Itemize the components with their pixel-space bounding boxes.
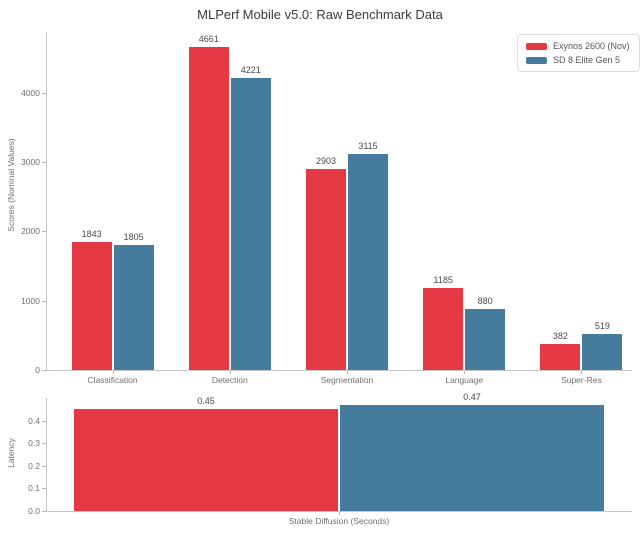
latency-x-tick-mark <box>339 511 340 515</box>
value-label-classification-sd-8-elite-gen-5: 1805 <box>123 231 144 242</box>
latency-y-axis-spine <box>46 398 47 511</box>
scores-x-tick-mark <box>581 370 583 374</box>
value-label-super-res-exynos-2600-nov: 382 <box>552 330 568 341</box>
figure-title: MLPerf Mobile v5.0: Raw Benchmark Data <box>197 7 443 22</box>
latency-y-tick-mark <box>42 443 46 445</box>
bar-classification-sd-8-elite-gen-5 <box>113 244 154 370</box>
latency-y-tick-label: 0.0 <box>28 506 40 516</box>
scores-x-tick-mark <box>347 370 348 374</box>
bar-segmentation-sd-8-elite-gen-5 <box>348 154 388 370</box>
value-label-segmentation-exynos-2600-nov: 2903 <box>315 155 337 166</box>
scores-x-tick-label-super-res: Super-Res <box>561 375 602 385</box>
scores-y-tick-mark <box>42 92 46 94</box>
value-label-classification-exynos-2600-nov: 1843 <box>81 229 102 240</box>
scores-x-tick-mark <box>112 370 114 374</box>
scores-y-tick-mark <box>42 300 46 302</box>
latency-y-tick-mark <box>42 488 46 490</box>
latency-y-tick-mark <box>42 420 46 422</box>
bar-super-res-exynos-2600-nov <box>540 343 581 370</box>
latency-y-tick-label: 0.1 <box>28 483 40 494</box>
value-label-language-exynos-2600-nov: 1185 <box>433 274 453 285</box>
scores-y-tick-label: 1000 <box>21 295 40 306</box>
value-label-detection-sd-8-elite-gen-5: 4221 <box>240 64 261 75</box>
scores-x-tick-mark <box>229 370 231 374</box>
bar-detection-sd-8-elite-gen-5 <box>230 77 271 370</box>
scores-y-tick-label: 0 <box>35 365 40 375</box>
legend-entry-exynos: Exynos 2600 (Nov) <box>526 41 630 51</box>
scores-y-tick-mark <box>42 231 46 233</box>
bar-stable-diffusion-seconds-exynos-2600-nov <box>74 409 338 511</box>
latency-x-tick-label-stable-diffusion-seconds: Stable Diffusion (Seconds) <box>288 516 390 526</box>
scores-x-axis-spine <box>46 370 632 371</box>
value-label-language-sd-8-elite-gen-5: 880 <box>477 296 493 307</box>
legend-label-sd8: SD 8 Elite Gen 5 <box>553 55 621 65</box>
value-label-stable-diffusion-seconds-exynos-2600-nov: 0.45 <box>197 396 215 407</box>
bar-super-res-sd-8-elite-gen-5 <box>582 334 623 370</box>
latency-y-tick-mark <box>42 511 46 512</box>
scores-x-tick-label-classification: Classification <box>87 375 138 385</box>
scores-y-tick-label: 4000 <box>21 87 40 98</box>
latency-y-tick-label: 0.4 <box>28 415 40 426</box>
value-label-detection-exynos-2600-nov: 4661 <box>198 34 219 45</box>
legend-entry-sd8: SD 8 Elite Gen 5 <box>526 55 630 65</box>
scores-x-tick-label-detection: Detection <box>211 375 248 385</box>
bar-segmentation-exynos-2600-nov <box>306 168 346 370</box>
scores-x-tick-label-language: Language <box>445 375 484 385</box>
legend-swatch-blue <box>526 56 547 64</box>
bar-language-sd-8-elite-gen-5 <box>465 309 506 370</box>
legend-swatch-red <box>526 42 547 50</box>
legend-label-exynos: Exynos 2600 (Nov) <box>553 41 630 51</box>
scores-y-tick-mark <box>42 162 46 164</box>
latency-y-tick-mark <box>42 465 46 467</box>
latency-y-tick-label: 0.2 <box>28 460 40 471</box>
scores-x-tick-mark <box>464 370 466 374</box>
bar-stable-diffusion-seconds-sd-8-elite-gen-5 <box>340 404 604 511</box>
value-label-stable-diffusion-seconds-sd-8-elite-gen-5: 0.47 <box>463 391 481 402</box>
legend: Exynos 2600 (Nov) SD 8 Elite Gen 5 <box>517 34 640 72</box>
bar-language-exynos-2600-nov <box>423 287 464 370</box>
value-label-segmentation-sd-8-elite-gen-5: 3115 <box>358 141 378 152</box>
scores-y-axis-spine <box>46 32 47 370</box>
scores-y-tick-label: 3000 <box>21 157 40 168</box>
bar-classification-exynos-2600-nov <box>71 242 112 370</box>
scores-x-tick-label-segmentation: Segmentation <box>320 375 374 385</box>
value-label-super-res-sd-8-elite-gen-5: 519 <box>594 321 610 332</box>
bar-detection-exynos-2600-nov <box>188 47 229 370</box>
latency-y-tick-label: 0.3 <box>28 438 40 449</box>
scores-y-tick-label: 2000 <box>21 226 40 237</box>
scores-y-tick-mark <box>42 370 46 371</box>
